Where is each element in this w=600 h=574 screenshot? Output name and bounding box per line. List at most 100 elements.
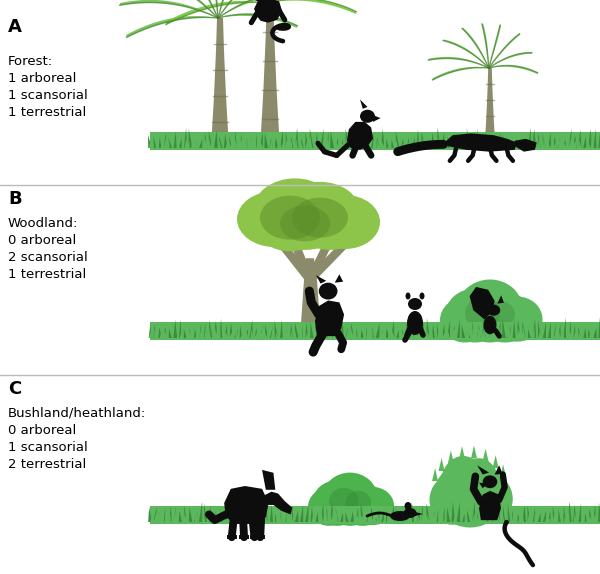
Polygon shape	[268, 0, 325, 3]
Polygon shape	[220, 0, 268, 3]
Polygon shape	[154, 329, 157, 338]
Polygon shape	[335, 332, 338, 338]
Polygon shape	[366, 137, 369, 148]
Polygon shape	[347, 139, 350, 148]
Polygon shape	[475, 510, 478, 522]
Polygon shape	[557, 327, 560, 338]
Polygon shape	[254, 332, 257, 338]
Polygon shape	[326, 507, 328, 522]
Polygon shape	[578, 326, 581, 338]
Polygon shape	[208, 136, 211, 148]
Polygon shape	[224, 324, 227, 338]
Polygon shape	[337, 329, 340, 338]
Polygon shape	[444, 139, 447, 148]
Polygon shape	[340, 139, 344, 148]
Polygon shape	[459, 446, 465, 459]
Polygon shape	[149, 324, 151, 338]
Polygon shape	[334, 141, 337, 148]
Polygon shape	[289, 137, 292, 148]
Ellipse shape	[258, 207, 322, 251]
Polygon shape	[483, 332, 486, 338]
Polygon shape	[363, 331, 366, 338]
Polygon shape	[244, 329, 248, 338]
Polygon shape	[174, 131, 177, 148]
Polygon shape	[461, 137, 464, 148]
Polygon shape	[424, 510, 427, 522]
Polygon shape	[565, 517, 568, 522]
Polygon shape	[275, 513, 278, 522]
Polygon shape	[443, 330, 446, 338]
Polygon shape	[326, 323, 329, 338]
Polygon shape	[379, 331, 382, 338]
Polygon shape	[411, 138, 415, 148]
Polygon shape	[598, 317, 600, 338]
Polygon shape	[283, 139, 286, 148]
Polygon shape	[437, 323, 439, 338]
Polygon shape	[392, 332, 395, 338]
Polygon shape	[165, 511, 168, 522]
Polygon shape	[489, 34, 520, 68]
Polygon shape	[268, 0, 356, 14]
Ellipse shape	[485, 301, 515, 328]
Polygon shape	[253, 137, 256, 148]
Polygon shape	[422, 510, 425, 522]
Polygon shape	[482, 318, 485, 338]
Polygon shape	[578, 503, 581, 522]
Polygon shape	[471, 445, 477, 459]
Polygon shape	[510, 138, 513, 148]
Polygon shape	[465, 331, 468, 338]
Polygon shape	[235, 511, 238, 522]
Polygon shape	[431, 324, 435, 338]
Ellipse shape	[465, 307, 515, 343]
Polygon shape	[285, 329, 288, 338]
Polygon shape	[227, 329, 230, 338]
Polygon shape	[157, 514, 160, 522]
Polygon shape	[158, 511, 161, 522]
Polygon shape	[259, 328, 262, 338]
Ellipse shape	[468, 474, 513, 523]
Polygon shape	[506, 511, 509, 522]
Polygon shape	[277, 138, 280, 148]
Ellipse shape	[441, 456, 486, 511]
Polygon shape	[475, 513, 478, 522]
Polygon shape	[524, 137, 527, 148]
Ellipse shape	[404, 502, 412, 510]
Polygon shape	[409, 511, 412, 522]
Polygon shape	[452, 502, 455, 522]
Polygon shape	[563, 505, 566, 522]
Polygon shape	[588, 329, 592, 338]
Polygon shape	[402, 516, 405, 522]
Polygon shape	[362, 513, 365, 522]
Polygon shape	[428, 57, 489, 68]
Polygon shape	[340, 513, 344, 522]
Ellipse shape	[280, 205, 330, 242]
Polygon shape	[226, 517, 229, 522]
Polygon shape	[214, 326, 217, 338]
Polygon shape	[310, 129, 313, 148]
Polygon shape	[478, 128, 480, 148]
Polygon shape	[262, 516, 265, 522]
Polygon shape	[328, 515, 331, 522]
Polygon shape	[194, 137, 197, 148]
Polygon shape	[376, 137, 379, 148]
Polygon shape	[202, 138, 205, 148]
Polygon shape	[290, 330, 293, 338]
Polygon shape	[483, 513, 486, 522]
Polygon shape	[477, 327, 480, 338]
Polygon shape	[569, 137, 572, 148]
Polygon shape	[523, 505, 526, 522]
Polygon shape	[525, 329, 528, 338]
Polygon shape	[395, 139, 398, 148]
Polygon shape	[472, 131, 475, 148]
Ellipse shape	[329, 495, 371, 526]
Polygon shape	[164, 133, 167, 148]
Polygon shape	[310, 506, 313, 522]
Polygon shape	[233, 514, 236, 522]
Polygon shape	[462, 513, 465, 522]
Polygon shape	[409, 140, 412, 148]
Polygon shape	[556, 332, 559, 338]
Polygon shape	[556, 327, 559, 338]
Polygon shape	[184, 505, 187, 522]
Polygon shape	[162, 329, 165, 338]
Polygon shape	[206, 327, 209, 338]
